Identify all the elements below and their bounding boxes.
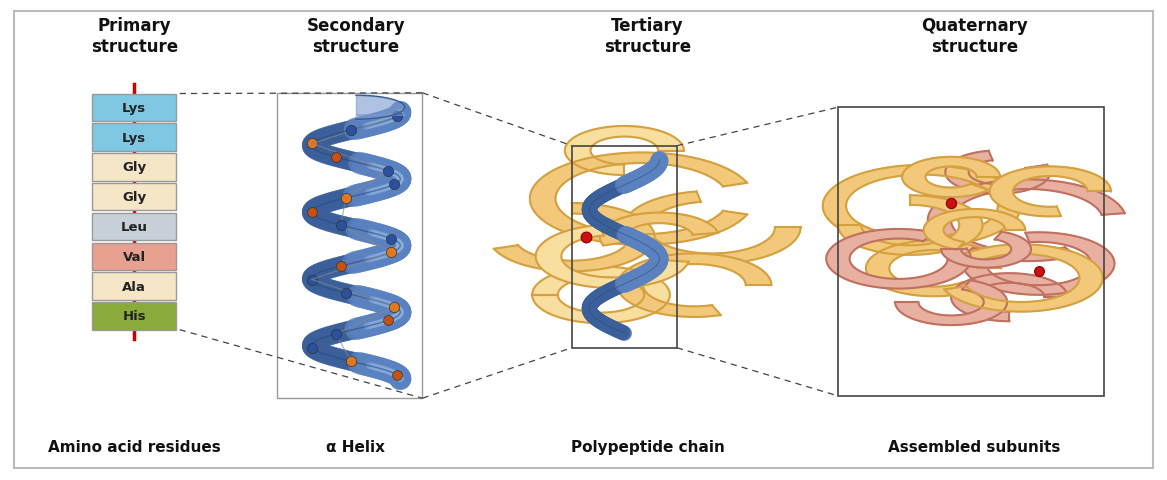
Text: Lys: Lys (123, 101, 146, 115)
Polygon shape (826, 229, 971, 289)
Polygon shape (532, 267, 670, 324)
Bar (572, 146, 677, 348)
Point (331, 263, 350, 270)
Point (382, 235, 400, 243)
Text: Quaternary
structure: Quaternary structure (921, 17, 1028, 56)
Text: Ala: Ala (123, 280, 146, 293)
Polygon shape (942, 232, 1030, 268)
Text: Val: Val (123, 250, 146, 264)
Bar (838, 108, 1104, 396)
Point (379, 168, 398, 175)
Text: Gly: Gly (123, 191, 146, 204)
Polygon shape (945, 152, 1050, 194)
Polygon shape (823, 166, 1021, 247)
Point (302, 208, 321, 216)
Polygon shape (895, 281, 1007, 325)
Point (387, 113, 406, 121)
Bar (92, 213, 176, 241)
Bar (92, 303, 176, 330)
Text: Lys: Lys (123, 131, 146, 144)
Polygon shape (924, 210, 1025, 250)
Text: Assembled subunits: Assembled subunits (888, 439, 1061, 454)
Point (336, 195, 355, 203)
Bar (277, 94, 422, 398)
Polygon shape (951, 274, 1068, 322)
Point (379, 317, 398, 324)
Polygon shape (536, 226, 689, 288)
Point (942, 200, 960, 208)
Point (303, 140, 322, 148)
Polygon shape (866, 241, 1001, 297)
Text: Primary
structure: Primary structure (91, 17, 177, 56)
Text: His: His (123, 310, 146, 323)
Bar (92, 243, 176, 271)
Bar (92, 273, 176, 300)
Polygon shape (963, 233, 1114, 295)
Polygon shape (928, 180, 1125, 262)
Point (342, 127, 361, 134)
Text: Leu: Leu (120, 220, 148, 234)
Text: Polypeptide chain: Polypeptide chain (571, 439, 725, 454)
Polygon shape (623, 192, 801, 264)
Bar (92, 124, 176, 151)
Polygon shape (600, 213, 718, 246)
Point (385, 181, 404, 189)
Point (382, 249, 400, 257)
Polygon shape (617, 254, 771, 317)
Point (387, 371, 406, 379)
Point (331, 222, 350, 229)
Point (303, 344, 322, 352)
Point (327, 154, 345, 162)
Point (385, 303, 404, 311)
Point (327, 330, 345, 338)
Point (1029, 267, 1048, 275)
Text: α Helix: α Helix (327, 439, 385, 454)
Polygon shape (838, 196, 983, 255)
Bar (92, 94, 176, 122)
Polygon shape (944, 245, 1103, 312)
Bar (92, 154, 176, 181)
Polygon shape (565, 127, 684, 176)
Text: Tertiary
structure: Tertiary structure (605, 17, 691, 56)
Point (576, 233, 595, 241)
Point (336, 289, 355, 297)
Polygon shape (494, 204, 655, 272)
Polygon shape (902, 157, 1000, 198)
Text: Amino acid residues: Amino acid residues (48, 439, 221, 454)
Bar (92, 183, 176, 211)
Text: Gly: Gly (123, 161, 146, 174)
Polygon shape (530, 153, 747, 245)
Text: Secondary
structure: Secondary structure (307, 17, 405, 56)
Point (302, 276, 321, 284)
Polygon shape (990, 167, 1111, 217)
Point (342, 358, 361, 365)
